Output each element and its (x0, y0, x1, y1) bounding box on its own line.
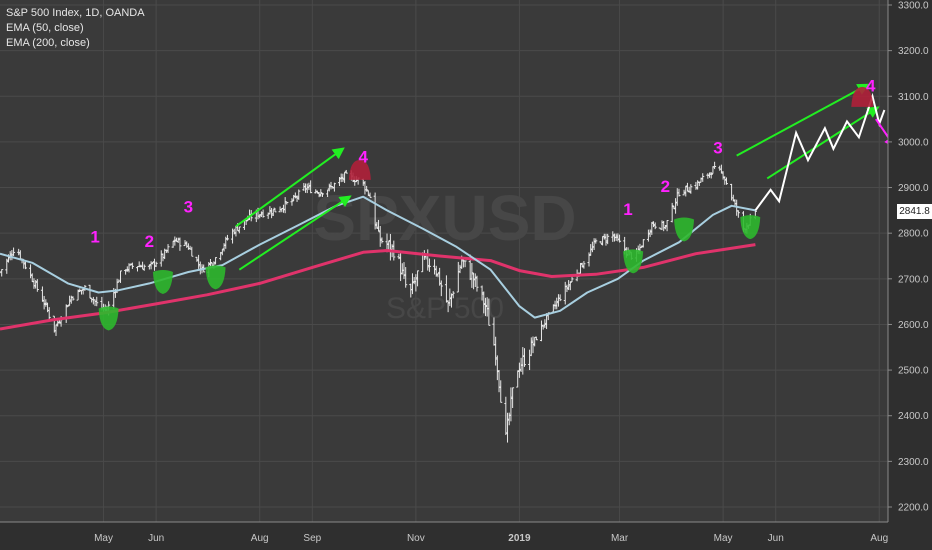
price-axis-panel (888, 0, 932, 550)
x-tick-label: 2019 (508, 533, 531, 544)
ema200-label: EMA (200, close) (6, 37, 90, 49)
support-marker (98, 306, 119, 331)
support-marker (152, 269, 173, 294)
y-tick-label: 3100.0 (898, 92, 929, 103)
ema50-label: EMA (50, close) (6, 22, 84, 34)
support-marker (623, 249, 644, 274)
x-tick-label: Mar (611, 533, 629, 544)
wave-label: 2 (145, 232, 154, 251)
support-marker (740, 215, 761, 240)
symbol-title: S&P 500 Index, 1D, OANDA (6, 7, 145, 19)
channel-arrow (235, 147, 345, 228)
annotations: 1 2 3 4 1 2 3 4 (90, 77, 896, 331)
y-tick-label: 2300.0 (898, 457, 929, 468)
y-tick-label: 2900.0 (898, 183, 929, 194)
wave-label: 2 (661, 177, 670, 196)
last-price-tag: 2841.8 (897, 204, 932, 219)
x-tick-label: May (94, 533, 113, 544)
y-tick-label: 3300.0 (898, 1, 929, 12)
support-marker (205, 265, 226, 290)
y-tick-label: 3200.0 (898, 46, 929, 57)
channel-arrow (736, 83, 870, 157)
y-tick-label: 2600.0 (898, 320, 929, 331)
time-axis-panel (0, 522, 932, 550)
wave-label: 3 (713, 138, 722, 157)
x-tick-label: Jun (148, 533, 164, 544)
top-marker (851, 86, 874, 107)
y-tick-label: 2500.0 (898, 366, 929, 377)
wave-label: 1 (623, 200, 632, 219)
ema200-line (0, 243, 756, 331)
watermark-name: S&P 500 (386, 292, 504, 325)
wave-label: 1 (90, 227, 99, 246)
y-tick-label: 3000.0 (898, 137, 929, 148)
x-tick-label: Nov (407, 533, 425, 544)
top-marker (348, 159, 371, 180)
channel-arrow (238, 195, 352, 271)
watermark-symbol: SPXUSD (313, 182, 576, 254)
y-tick-label: 2200.0 (898, 503, 929, 514)
y-tick-label: 2400.0 (898, 411, 929, 422)
x-tick-label: Jun (768, 533, 784, 544)
y-tick-label: 2800.0 (898, 229, 929, 240)
x-tick-label: Sep (303, 533, 321, 544)
x-tick-label: Aug (870, 533, 888, 544)
ohlc-bars (0, 161, 757, 443)
chart-grid (0, 0, 888, 522)
support-marker (674, 217, 695, 242)
wave-label: 4 (866, 77, 876, 96)
y-tick-label: 2700.0 (898, 274, 929, 285)
channel-arrow (766, 106, 880, 180)
x-tick-label: May (714, 533, 733, 544)
chart-legend: S&P 500 Index, 1D, OANDA EMA (50, close)… (6, 6, 145, 51)
wave-label: 4 (359, 147, 369, 166)
x-tick-label: Aug (251, 533, 269, 544)
projection-path (754, 92, 886, 211)
wave-label: 3 (184, 198, 193, 217)
